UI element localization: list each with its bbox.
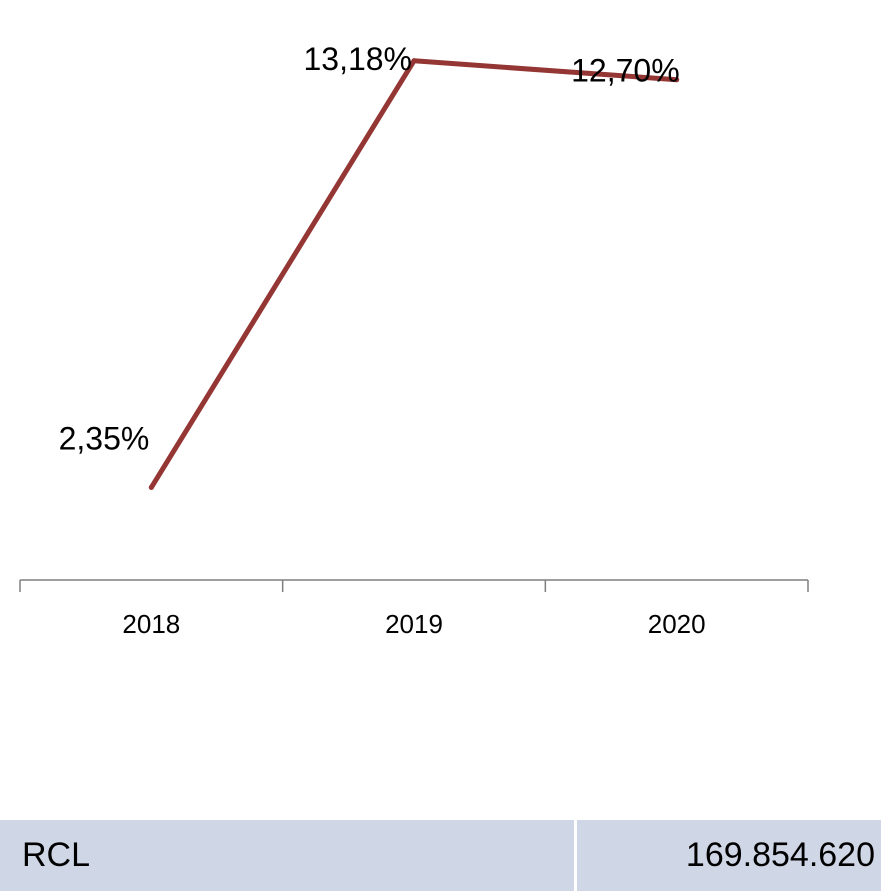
data-label-2019: 13,18% <box>303 41 412 77</box>
rcl-value-cell: 169.854.620 <box>577 820 881 891</box>
data-label-2020: 12,70% <box>571 53 680 89</box>
rcl-value: 169.854.620 <box>685 836 875 874</box>
data-label-2018: 2,35% <box>59 420 150 456</box>
x-tick-label-2019: 2019 <box>385 609 443 639</box>
series-line <box>148 58 680 490</box>
rcl-label-cell: RCL <box>0 820 577 891</box>
rcl-label: RCL <box>22 836 91 874</box>
data-point-2019 <box>411 58 417 64</box>
x-tick-label-2020: 2020 <box>648 609 706 639</box>
x-tick-label-2018: 2018 <box>122 609 180 639</box>
rcl-table: RCL 169.854.620 <box>0 820 881 891</box>
line-chart: 2,35% 13,18% 12,70% 2018 2019 2020 <box>19 41 809 639</box>
data-point-2018 <box>148 484 154 490</box>
chart-canvas: 2,35% 13,18% 12,70% 2018 2019 2020 <box>19 41 809 639</box>
data-point-2020 <box>674 77 680 83</box>
